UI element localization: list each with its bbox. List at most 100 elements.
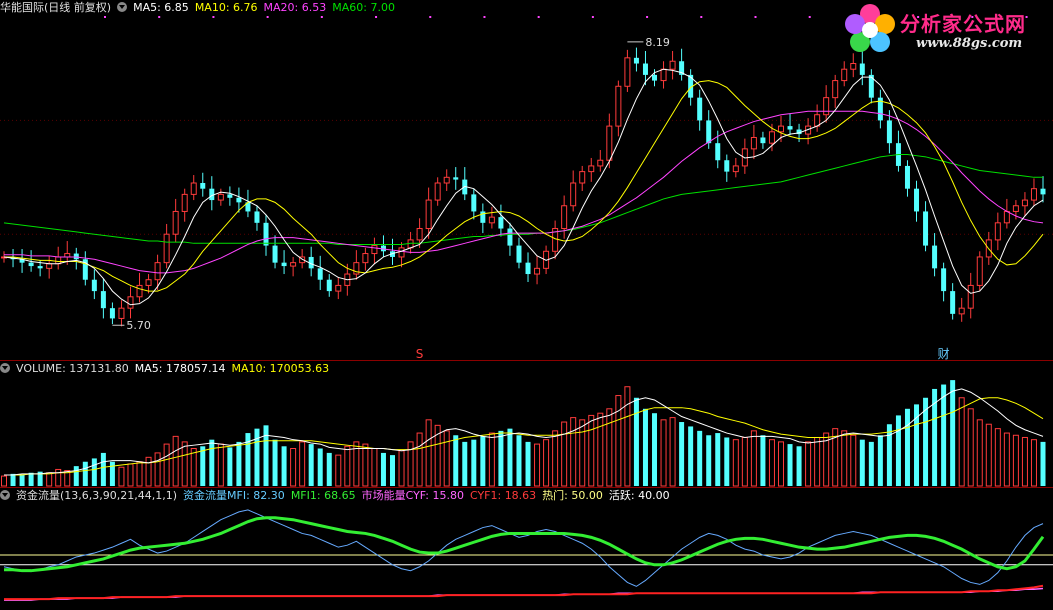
candle-down — [652, 74, 658, 81]
volume-bar — [389, 455, 395, 486]
candle-down — [272, 245, 278, 263]
candle-up — [624, 57, 631, 87]
signal-dot — [320, 16, 323, 18]
volume-bar — [398, 450, 405, 487]
volume-bar — [597, 412, 604, 487]
candle-down — [516, 245, 522, 263]
volume-bar — [534, 443, 541, 487]
volume-bar — [679, 422, 685, 486]
volume-bar — [109, 461, 115, 486]
volume-bar — [877, 435, 883, 486]
volume-bar — [895, 415, 901, 486]
volume-bar — [615, 395, 622, 487]
volume-bar — [371, 448, 378, 487]
volume-bar — [552, 430, 559, 487]
flow-header: 资金流量(13,6,3,90,21,44,1,1) 资金流量MFI: 82.30 M… — [0, 488, 676, 504]
volume-bar — [768, 439, 775, 487]
volume-bar — [652, 413, 658, 486]
volume-bar — [82, 461, 88, 486]
volume-bar — [841, 430, 848, 487]
chevron-down-icon[interactable] — [0, 363, 10, 373]
candle-up — [172, 210, 179, 235]
candle-up — [416, 228, 423, 241]
chevron-down-icon[interactable] — [117, 2, 128, 12]
volume-bar — [498, 430, 504, 486]
volume-bar — [859, 439, 865, 486]
volume-bar — [46, 472, 53, 487]
candle-up — [777, 125, 784, 133]
cyf-label: 市场能量CYF: 15.80 — [361, 489, 464, 502]
chevron-down-icon[interactable] — [0, 490, 10, 500]
candle-down — [724, 160, 730, 172]
volume-bar — [741, 436, 748, 487]
ma20-label: MA20: 6.53 — [263, 1, 327, 14]
candle-up — [362, 253, 369, 264]
volume-bar — [606, 408, 613, 487]
signal-dot — [971, 16, 974, 18]
vol-ma10-label: MA10: 170053.63 — [231, 362, 330, 375]
volume-bar — [335, 454, 342, 487]
volume-bar — [488, 432, 495, 487]
volume-bar — [380, 452, 386, 486]
candle-down — [877, 97, 883, 121]
candle-down — [950, 291, 956, 314]
candle-down — [200, 183, 206, 189]
volume-bar — [543, 439, 550, 487]
candle-down — [715, 143, 721, 161]
candle-up — [371, 245, 378, 255]
candle-up — [434, 182, 441, 201]
volume-bar — [507, 428, 513, 486]
candle-down — [389, 251, 395, 257]
candle-down — [317, 268, 323, 280]
mfi1-line — [4, 516, 1045, 573]
candle-up — [398, 247, 405, 258]
candle-down — [760, 137, 766, 144]
volume-bar — [227, 447, 233, 486]
volume-bar — [914, 404, 920, 486]
volume-header: VOLUME: 137131.80 MA5: 178057.14 MA10: 170… — [0, 361, 335, 377]
volume-bar — [19, 474, 25, 486]
volume-bar — [91, 458, 97, 486]
candle-up — [570, 182, 577, 207]
volume-bar — [777, 441, 784, 487]
volume-bar — [570, 417, 577, 487]
candle-down — [254, 211, 260, 223]
volume-bar — [868, 441, 874, 486]
signal-dot — [700, 16, 703, 18]
volume-bar — [308, 444, 314, 486]
candle-up — [190, 182, 197, 195]
volume-bar — [136, 461, 143, 487]
volume-bar — [697, 430, 703, 486]
candle-up — [732, 165, 739, 173]
volume-bar — [471, 439, 477, 486]
candle-up — [615, 85, 622, 127]
candle-up — [534, 267, 541, 275]
volume-bar — [462, 441, 468, 486]
volume-bar — [443, 430, 450, 487]
main-chart-header: 华能国际(日线 前复权) MA5: 6.85 MA10: 6.76 MA20: 6.5… — [0, 0, 401, 16]
volume-bar — [407, 441, 414, 487]
candle-down — [28, 262, 34, 267]
volume-bar — [923, 397, 929, 486]
signal-dot — [754, 16, 757, 18]
candle-down — [380, 245, 386, 252]
candle-down — [507, 228, 513, 246]
candle-up — [118, 307, 125, 319]
volume-bar — [516, 435, 522, 486]
candle-down — [308, 256, 314, 269]
volume-bar — [118, 466, 125, 487]
candle-up — [290, 262, 297, 267]
candle-down — [19, 259, 25, 263]
signal-dot — [375, 16, 378, 18]
volume-bar — [163, 443, 170, 487]
candle-down — [697, 97, 703, 121]
candle-up — [750, 136, 757, 150]
volume-bar — [209, 439, 215, 486]
volume-bar — [434, 424, 441, 487]
candle-down — [209, 188, 215, 201]
volume-bar — [724, 437, 730, 486]
volume-bar — [1040, 441, 1046, 486]
event-marker-finance: 财 — [938, 347, 950, 361]
volume-bar — [154, 452, 161, 487]
